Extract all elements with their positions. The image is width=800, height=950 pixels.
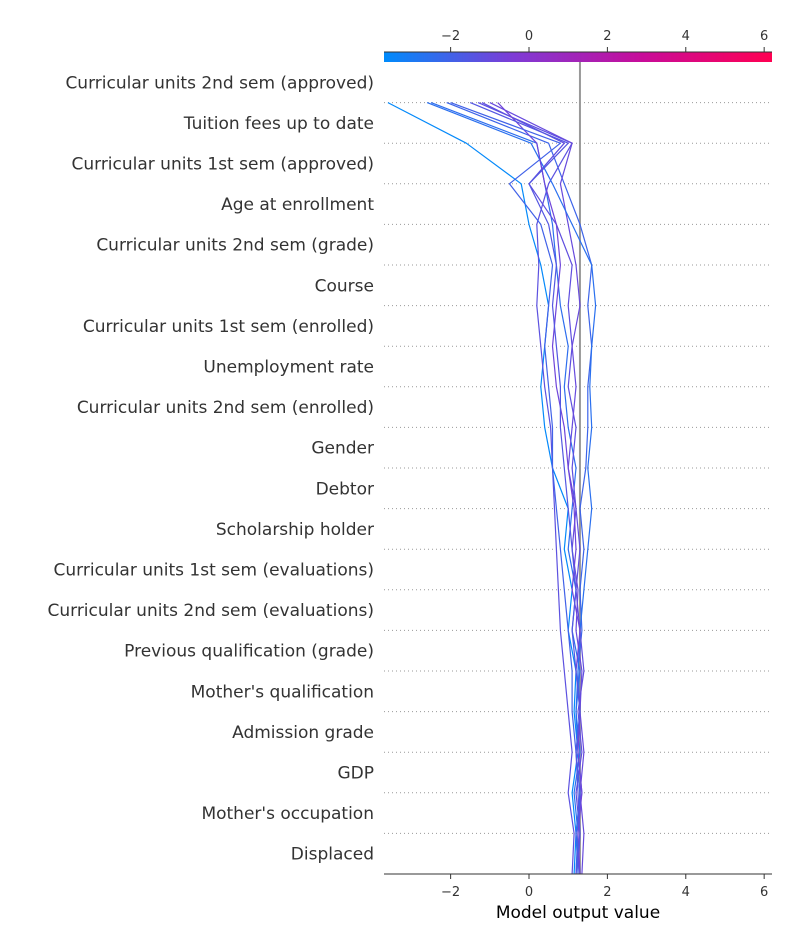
bottom-tick-label: 4 (682, 885, 690, 900)
series-line-3 (430, 102, 583, 875)
feature-label: Displaced (291, 845, 374, 865)
series-line-4 (481, 102, 585, 875)
bottom-tick-label: 0 (525, 885, 533, 900)
feature-label: Curricular units 1st sem (enrolled) (83, 317, 374, 337)
bottom-tick-label: 6 (760, 885, 768, 900)
top-x-axis: −2 0 2 4 6 (384, 29, 772, 53)
x-axis-title: Model output value (496, 903, 660, 923)
series-line-6 (489, 102, 585, 875)
series-line-1 (387, 102, 579, 875)
series-line-2 (446, 102, 593, 875)
bottom-x-axis: −2 0 2 4 6 (384, 873, 772, 900)
feature-label: Gender (311, 439, 374, 459)
colorbar (384, 52, 772, 62)
top-tick-label: 0 (525, 29, 533, 44)
feature-label: Debtor (316, 479, 374, 499)
top-tick-label: −2 (441, 29, 460, 44)
feature-label: Curricular units 1st sem (evaluations) (54, 561, 374, 581)
feature-label: GDP (337, 764, 374, 784)
feature-label: Tuition fees up to date (183, 114, 374, 134)
feature-label: Curricular units 2nd sem (grade) (96, 236, 374, 256)
bottom-tick-label: 2 (603, 885, 611, 900)
series-line-9 (450, 102, 581, 875)
series-line-8 (497, 102, 583, 875)
grid-lines (384, 102, 772, 834)
series-line-5 (477, 102, 575, 875)
feature-labels: Curricular units 2nd sem (approved) Tuiti… (47, 73, 374, 864)
feature-label: Age at enrollment (221, 195, 374, 215)
feature-label: Unemployment rate (203, 358, 374, 378)
series-line-7 (426, 102, 597, 875)
series-lines (387, 102, 597, 875)
feature-label: Curricular units 2nd sem (enrolled) (77, 398, 374, 418)
bottom-tick-label: −2 (441, 885, 460, 900)
top-tick-label: 2 (603, 29, 611, 44)
feature-label: Admission grade (232, 723, 374, 743)
feature-label: Mother's occupation (201, 804, 374, 824)
feature-label: Previous qualification (grade) (124, 642, 374, 662)
top-tick-label: 6 (760, 29, 768, 44)
feature-label: Curricular units 1st sem (approved) (71, 155, 374, 175)
series-line-10 (469, 102, 581, 875)
feature-label: Curricular units 2nd sem (approved) (65, 73, 374, 93)
feature-label: Mother's qualification (191, 682, 374, 702)
feature-label: Scholarship holder (216, 520, 374, 540)
feature-label: Course (315, 276, 374, 296)
colorbar-gradient (384, 52, 772, 62)
top-tick-label: 4 (682, 29, 690, 44)
feature-label: Curricular units 2nd sem (evaluations) (47, 601, 374, 621)
